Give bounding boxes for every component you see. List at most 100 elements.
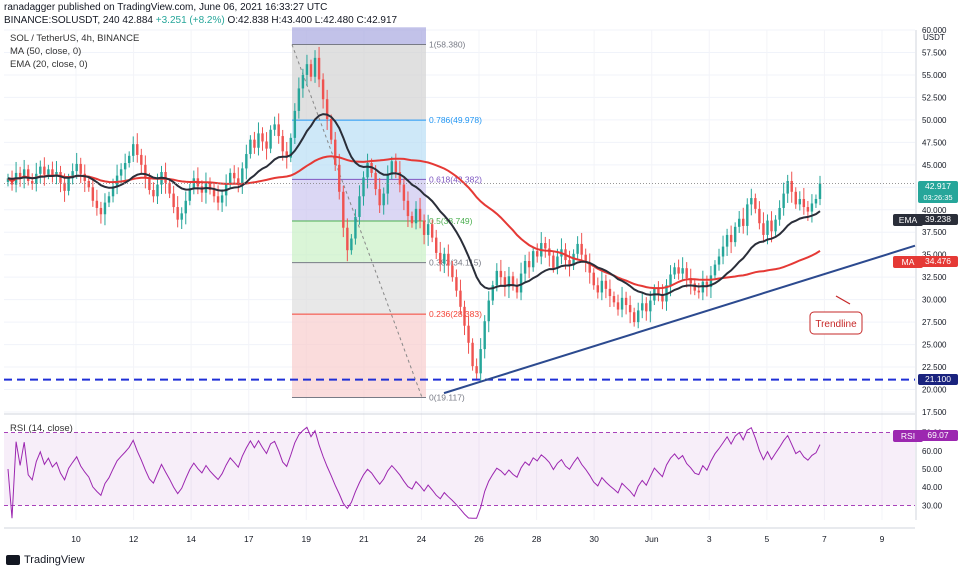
fib-level-label: 0.382(34.115) [429,258,481,268]
candle-body [245,154,248,169]
candle-body [285,151,288,158]
candle-body [495,270,499,286]
time-tick-label: 17 [244,534,254,544]
candle-body [471,342,474,367]
fib-zone [292,44,426,121]
fib-level-label: 0.236(28.383) [429,309,482,319]
rsi-tick-label: 40.00 [922,483,943,492]
candle-body [253,139,256,148]
candle-body [435,237,438,253]
time-tick-label: 14 [186,534,196,544]
candle-body [269,129,272,149]
candle-body [354,216,357,239]
candle-body [754,198,757,209]
candle-body [750,198,753,205]
candle-body [301,74,305,89]
candle-body [790,181,793,192]
candle-body [257,133,260,148]
candle-body [188,188,192,201]
candle-body [499,270,503,278]
candle-body [737,218,741,227]
candle-body [669,274,672,286]
price-tick-label: 60.000 [922,26,947,35]
candle-body [237,178,240,185]
candle-body [600,280,604,293]
candle-body [467,325,470,343]
candle-body [584,254,587,263]
candle-body [612,296,616,303]
candle-body [136,144,139,155]
candle-body [51,169,54,177]
price-tick-label: 47.500 [922,138,947,147]
candle-body [313,57,317,77]
candle-body [261,133,264,142]
candle-body [608,288,612,297]
time-tick-label: 19 [302,534,312,544]
price-tick-label: 20.000 [922,386,947,395]
candle-body [22,169,26,178]
close-value: C:42.917 [356,15,398,26]
rsi-line [7,426,821,519]
candle-body [709,275,713,288]
legend-ma[interactable]: MA (50, close, 0) [10,46,82,57]
candle-body [75,163,78,172]
last-price-box: 42.917 03:26:35 [918,181,958,203]
tradingview-logo-icon [6,555,20,565]
candle-body [507,276,511,288]
candle-body [249,139,252,155]
candle-body [657,288,660,296]
time-tick-label: 3 [707,534,712,544]
candle-body [406,200,410,217]
candle-body [794,191,797,205]
candle-body [31,181,34,184]
candle-body [439,252,442,264]
candle-body [382,193,385,206]
price-tick-label: 27.500 [922,318,947,327]
time-tick-label: 10 [71,534,81,544]
price-tick-label: 40.000 [922,206,947,215]
candle-body [208,181,212,190]
rsi-legend[interactable]: RSI (14, close) [10,423,73,434]
publish-line: ranadagger published on TradingView.com,… [4,2,328,13]
footer-brand[interactable]: TradingView [6,554,85,566]
legend-ema[interactable]: EMA (20, close, 0) [10,59,88,70]
fib-level-label: 0.618(43.382) [429,174,482,184]
candle-body [59,172,62,183]
price-tick-label: 55.000 [922,71,947,80]
candle-body [43,166,46,175]
candle-body [774,219,777,232]
fib-level-label: 0.5(38.749) [429,216,473,226]
candle-body [580,243,583,255]
candle-body [649,300,652,312]
rsi-tag: RSI [893,430,923,442]
candle-body [527,260,531,268]
candle-body [346,227,349,251]
candle-body [273,124,276,130]
candle-body [127,155,131,164]
candle-body [463,306,466,326]
ma-price-box: 34.476 [918,256,958,267]
candle-body [338,164,341,192]
candle-body [241,168,244,185]
low-value: L:42.480 [314,15,354,26]
candle-body [588,262,591,273]
candle-body [6,178,10,182]
candle-body [55,172,58,177]
candle-body [426,224,430,235]
rsi-value-box: 69.07 [918,430,958,441]
candle-body [430,224,434,238]
candle-body [107,196,111,203]
candle-body [596,285,600,293]
candle-body [814,198,818,204]
candle-body [140,154,143,165]
candle-body [451,265,454,278]
candle-body [410,216,414,224]
last-price-value: 42.917 [925,181,951,191]
candle-body [156,184,159,197]
time-tick-label: 7 [822,534,827,544]
candle-body [87,181,91,188]
candle-body [390,161,393,175]
candle-body [689,278,692,284]
candle-body [798,198,802,205]
